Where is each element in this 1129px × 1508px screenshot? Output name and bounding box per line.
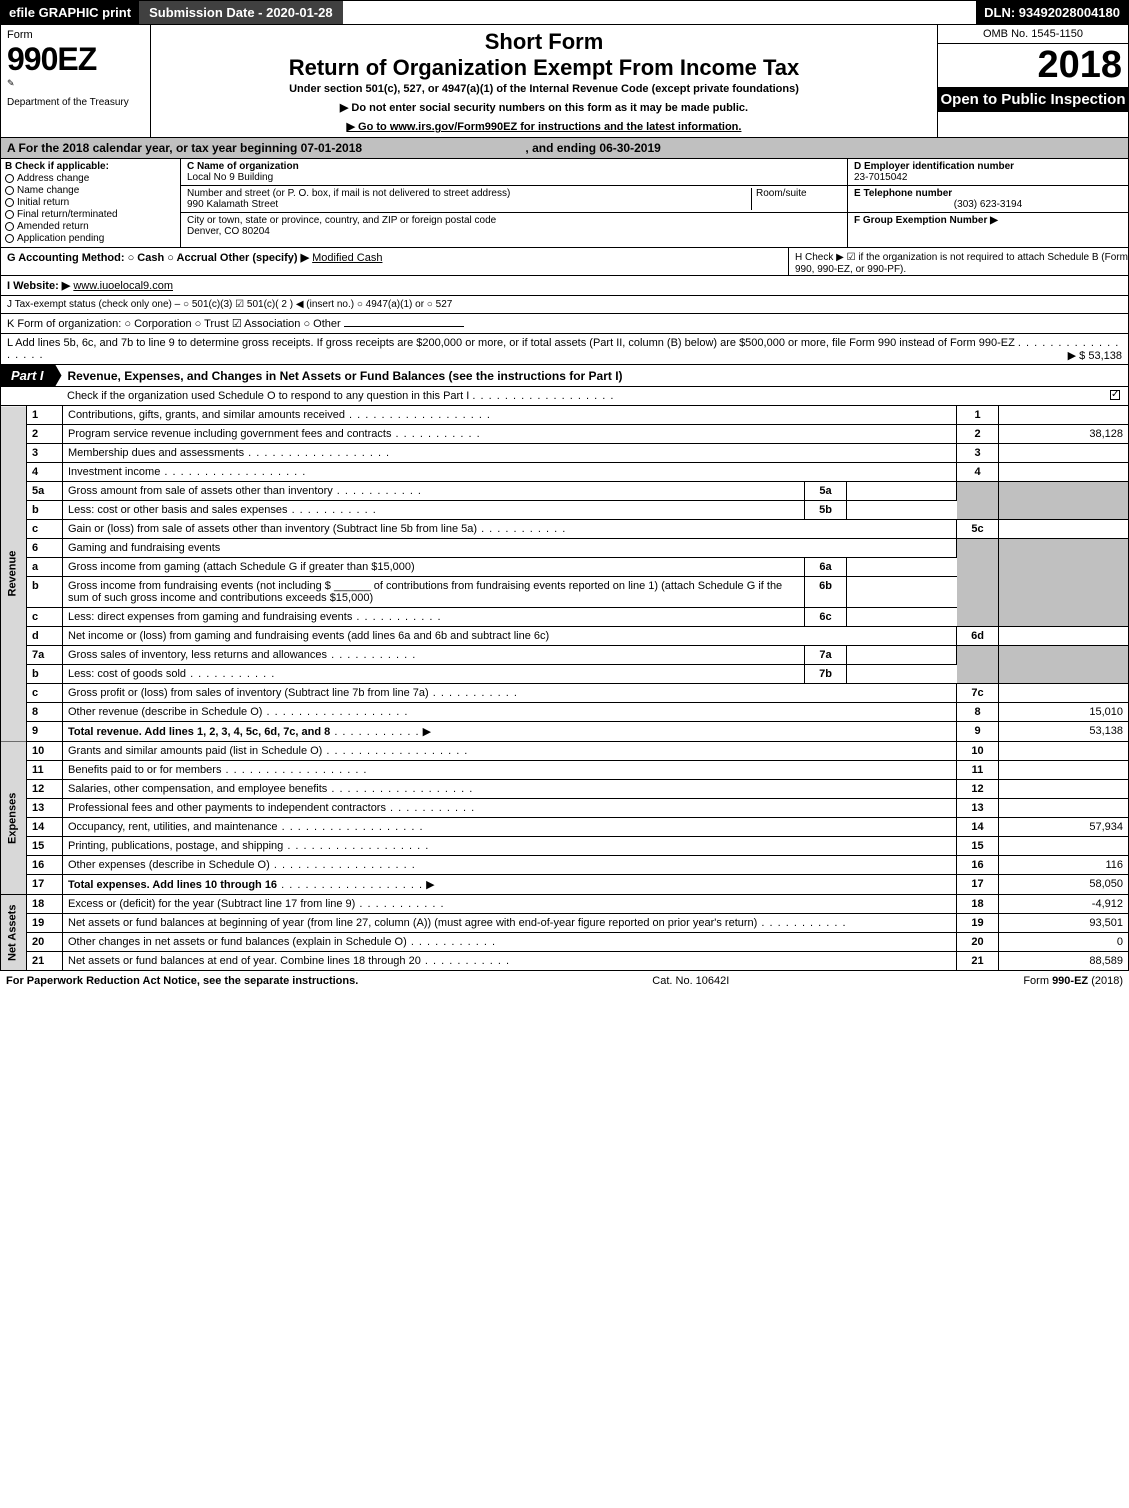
footer-cat: Cat. No. 10642I — [652, 975, 729, 987]
side-expenses: Expenses — [1, 742, 27, 895]
chk-application-pending[interactable]: Application pending — [5, 233, 176, 244]
row-14-value: 57,934 — [999, 818, 1129, 837]
box-bcd-row: B Check if applicable: Address change Na… — [0, 159, 1129, 248]
box-gh: G Accounting Method: ○ Cash ○ Accrual Ot… — [0, 248, 1129, 276]
row-16-value: 116 — [999, 856, 1129, 875]
chk-amended-return[interactable]: Amended return — [5, 221, 176, 232]
form-header: Form 990EZ ✎ Department of the Treasury … — [0, 25, 1129, 138]
row-1-value — [999, 406, 1129, 425]
chk-name-change[interactable]: Name change — [5, 185, 176, 196]
side-revenue: Revenue — [1, 406, 27, 742]
row-18-value: -4,912 — [999, 895, 1129, 914]
part-i-label: Part I — [1, 365, 62, 386]
form-label: Form — [7, 29, 144, 41]
page-footer: For Paperwork Reduction Act Notice, see … — [0, 971, 1129, 989]
ein-value: 23-7015042 — [854, 172, 907, 183]
tax-year: 2018 — [938, 44, 1128, 87]
footer-right: Form 990-EZ (2018) — [1023, 975, 1123, 987]
top-bar: efile GRAPHIC print Submission Date - 20… — [0, 0, 1129, 25]
accounting-method: G Accounting Method: ○ Cash ○ Accrual Ot… — [7, 252, 309, 264]
part-i-table: Revenue 1 Contributions, gifts, grants, … — [0, 406, 1129, 971]
open-to-public: Open to Public Inspection — [938, 87, 1128, 112]
dept-treasury: Department of the Treasury — [7, 97, 144, 108]
box-h-text: H Check ▶ ☑ if the organization is not r… — [795, 252, 1128, 275]
form-number: 990EZ — [7, 41, 144, 78]
schedule-o-checkbox[interactable] — [1110, 390, 1120, 400]
footer-left: For Paperwork Reduction Act Notice, see … — [6, 975, 358, 987]
row-9-value: 53,138 — [999, 722, 1129, 742]
under-section: Under section 501(c), 527, or 4947(a)(1)… — [159, 83, 929, 95]
gross-receipts-value: ▶ $ 53,138 — [1068, 349, 1122, 362]
ssn-warning: ▶ Do not enter social security numbers o… — [159, 101, 929, 114]
box-k: K Form of organization: ○ Corporation ○ … — [0, 314, 1129, 334]
dln: DLN: 93492028004180 — [976, 1, 1128, 24]
omb-number: OMB No. 1545-1150 — [938, 25, 1128, 44]
part-i-title: Revenue, Expenses, and Changes in Net As… — [62, 369, 623, 383]
row-2-value: 38,128 — [999, 425, 1129, 444]
box-b-title: B Check if applicable: — [5, 161, 176, 172]
phone-value: (303) 623-3194 — [854, 199, 1122, 210]
row-8-value: 15,010 — [999, 703, 1129, 722]
goto-link[interactable]: ▶ Go to www.irs.gov/Form990EZ for instru… — [159, 120, 929, 133]
row-20-value: 0 — [999, 933, 1129, 952]
accounting-method-value: Modified Cash — [312, 252, 382, 264]
row-21-value: 88,589 — [999, 952, 1129, 971]
org-name-label: C Name of organization — [187, 161, 299, 172]
ein-label: D Employer identification number — [854, 161, 1014, 172]
row-text: Contributions, gifts, grants, and simila… — [63, 406, 957, 425]
city-label: City or town, state or province, country… — [187, 215, 496, 226]
box-l: L Add lines 5b, 6c, and 7b to line 9 to … — [0, 334, 1129, 365]
row-17-value: 58,050 — [999, 875, 1129, 895]
org-name: Local No 9 Building — [187, 172, 273, 183]
street-value: 990 Kalamath Street — [187, 199, 278, 210]
return-title: Return of Organization Exempt From Incom… — [159, 55, 929, 81]
box-c: C Name of organization Local No 9 Buildi… — [181, 159, 848, 247]
room-label: Room/suite — [756, 188, 807, 199]
row-num: 1 — [27, 406, 63, 425]
section-a: A For the 2018 calendar year, or tax yea… — [0, 138, 1129, 159]
website-value[interactable]: www.iuoelocal9.com — [73, 280, 173, 292]
part-i-checkline: Check if the organization used Schedule … — [0, 387, 1129, 406]
row-19-value: 93,501 — [999, 914, 1129, 933]
box-i: I Website: ▶ www.iuoelocal9.com — [0, 276, 1129, 296]
box-j: J Tax-exempt status (check only one) – ○… — [0, 296, 1129, 314]
box-def: D Employer identification number 23-7015… — [848, 159, 1128, 247]
efile-print[interactable]: efile GRAPHIC print — [1, 1, 139, 24]
short-form-title: Short Form — [159, 29, 929, 55]
box-b: B Check if applicable: Address change Na… — [1, 159, 181, 247]
chk-initial-return[interactable]: Initial return — [5, 197, 176, 208]
city-value: Denver, CO 80204 — [187, 226, 270, 237]
part-i-header: Part I Revenue, Expenses, and Changes in… — [0, 365, 1129, 387]
side-net-assets: Net Assets — [1, 895, 27, 971]
chk-final-return[interactable]: Final return/terminated — [5, 209, 176, 220]
submission-date: Submission Date - 2020-01-28 — [139, 1, 343, 24]
group-exemption-label: F Group Exemption Number ▶ — [854, 215, 998, 226]
street-label: Number and street (or P. O. box, if mail… — [187, 188, 510, 199]
phone-label: E Telephone number — [854, 188, 952, 199]
chk-address-change[interactable]: Address change — [5, 173, 176, 184]
